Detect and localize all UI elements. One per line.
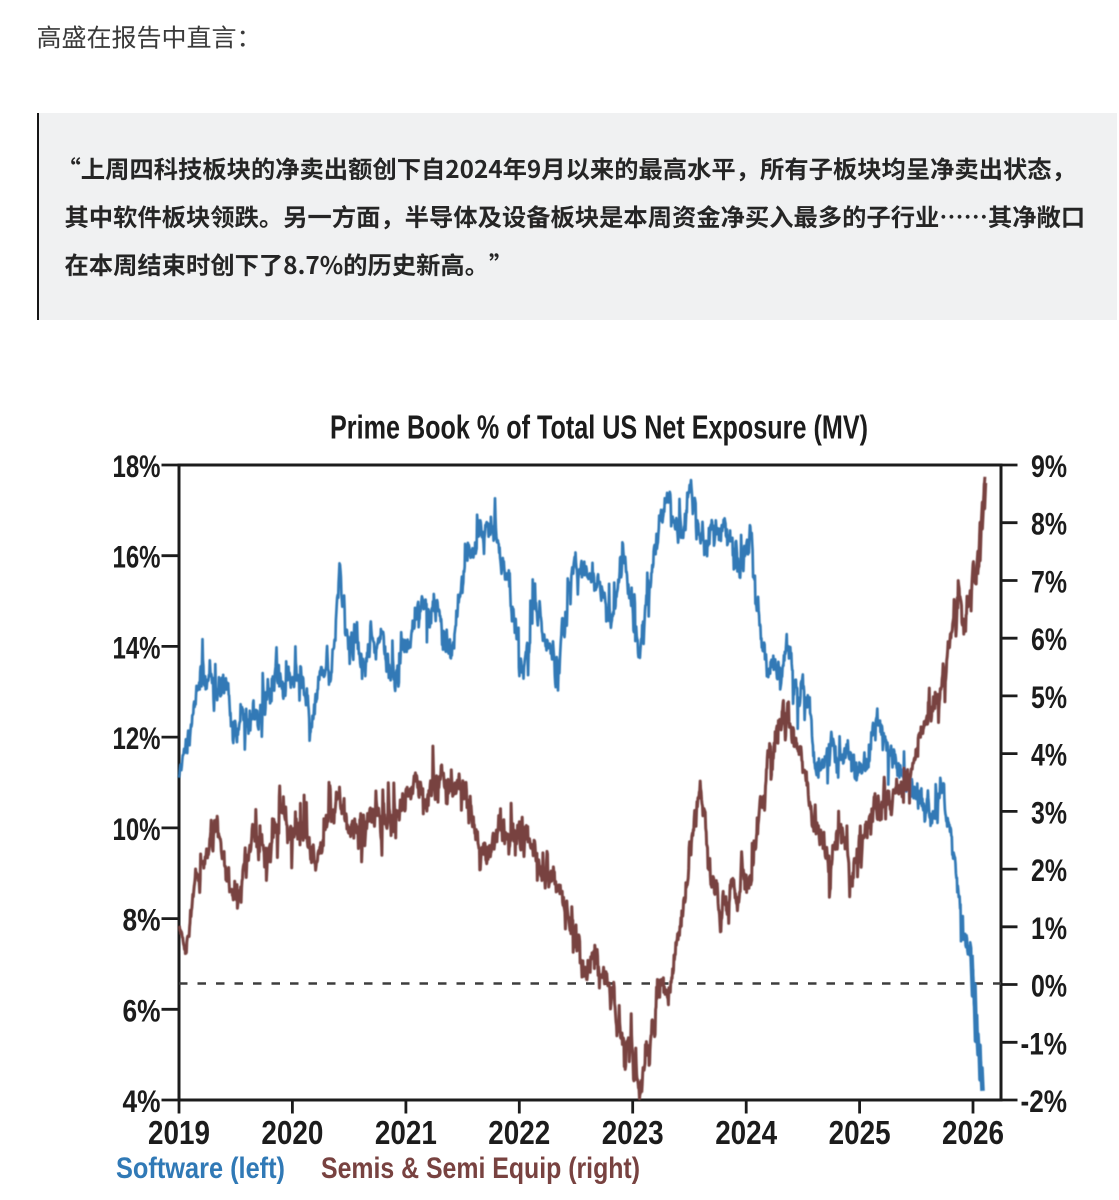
svg-text:4%: 4%	[123, 1083, 161, 1119]
svg-text:12%: 12%	[113, 720, 161, 756]
svg-text:0%: 0%	[1031, 968, 1067, 1004]
svg-text:9%: 9%	[1031, 448, 1067, 484]
svg-text:2021: 2021	[375, 1114, 437, 1151]
svg-text:2025: 2025	[829, 1114, 891, 1151]
svg-text:6%: 6%	[1031, 621, 1067, 657]
svg-text:8%: 8%	[1031, 506, 1067, 542]
svg-text:1%: 1%	[1031, 910, 1067, 946]
svg-text:4%: 4%	[1031, 737, 1067, 773]
svg-text:2023: 2023	[602, 1114, 664, 1151]
svg-text:2%: 2%	[1031, 852, 1067, 888]
svg-text:3%: 3%	[1031, 794, 1067, 830]
svg-text:6%: 6%	[123, 992, 161, 1028]
svg-text:14%: 14%	[113, 629, 161, 665]
svg-text:2026: 2026	[942, 1114, 1004, 1151]
svg-text:Prime Book % of Total US Net E: Prime Book % of Total US Net Exposure (M…	[330, 409, 868, 446]
svg-text:2020: 2020	[261, 1114, 323, 1151]
svg-text:10%: 10%	[113, 811, 161, 847]
svg-text:2022: 2022	[488, 1114, 550, 1151]
svg-text:7%: 7%	[1031, 564, 1067, 600]
svg-text:18%: 18%	[113, 448, 161, 484]
svg-text:5%: 5%	[1031, 679, 1067, 715]
svg-text:-2%: -2%	[1021, 1083, 1068, 1119]
svg-text:-1%: -1%	[1021, 1025, 1068, 1061]
svg-text:Software (left): Software (left)	[116, 1152, 285, 1185]
svg-text:2019: 2019	[148, 1114, 210, 1151]
svg-text:Semis & Semi Equip (right): Semis & Semi Equip (right)	[321, 1152, 640, 1185]
svg-text:8%: 8%	[123, 902, 161, 938]
svg-text:2024: 2024	[715, 1114, 778, 1151]
svg-text:16%: 16%	[113, 539, 161, 575]
